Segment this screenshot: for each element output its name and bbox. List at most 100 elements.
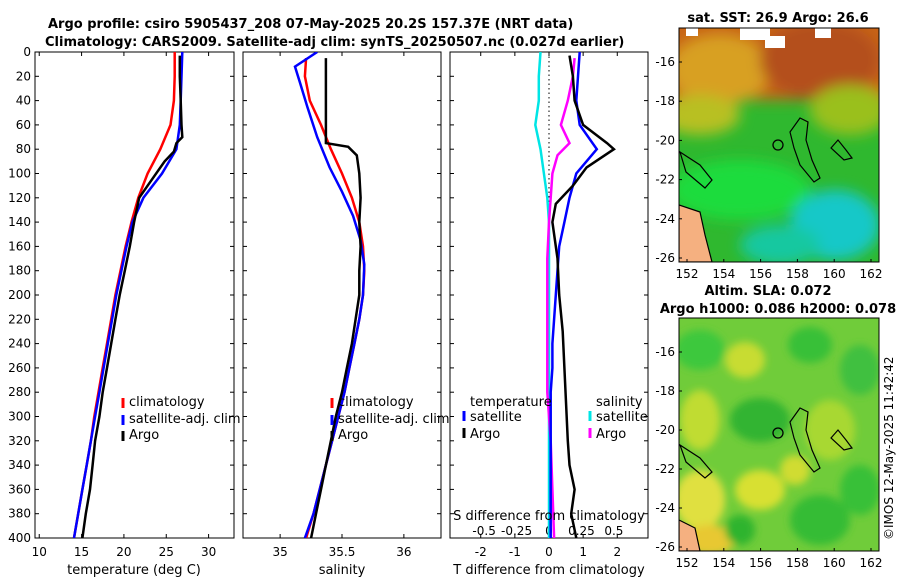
depth-tick-label: 260 <box>8 361 31 375</box>
temperature-legend-argo: Argo <box>129 428 159 443</box>
depth-tick-label: 60 <box>16 118 31 132</box>
depth-axis: 0 20 40 60 80 100 120 140 160 180 200 220 240 260 280 3… <box>8 45 648 545</box>
difference-legend: temperature satellite Argo salinity sate… <box>462 395 648 442</box>
difference-xlabel: T difference from climatology <box>452 563 645 578</box>
temperature-xlabel: temperature (deg C) <box>67 563 201 578</box>
depth-tick-label: 380 <box>8 507 31 521</box>
difference-legend-t-argo: Argo <box>470 427 500 442</box>
sst-reef-contour <box>679 150 713 189</box>
difference-legend-salinity-title: salinity <box>596 395 643 410</box>
salinity-legend-argo: Argo <box>338 428 368 443</box>
sla-field <box>679 327 879 551</box>
map-lon-label: 156 <box>749 556 772 570</box>
sst-cloud-mask <box>765 36 785 48</box>
map-lat-label: -24 <box>655 501 675 515</box>
sla-map <box>679 318 879 551</box>
map-lat-label: -16 <box>655 55 675 69</box>
difference-legend-temperature-title: temperature <box>470 395 552 410</box>
temperature-x-ticks: 10 15 20 25 30 <box>32 52 216 559</box>
temperature-satellite-line <box>72 52 184 538</box>
x-tick-label: -1 <box>509 545 521 559</box>
temperature-legend: climatology satellite-adj. clim Argo <box>121 395 241 443</box>
s-diff-tick-label: -0.5 <box>472 524 495 538</box>
map-lat-label: -18 <box>655 384 675 398</box>
x-tick-label: 0 <box>545 545 553 559</box>
x-tick-label: -2 <box>475 545 487 559</box>
depth-tick-label: 80 <box>16 142 31 156</box>
salinity-x-ticks: 35 35.5 36 <box>272 52 412 559</box>
difference-x2label: S difference from climatology <box>453 509 645 524</box>
map-lat-label: -20 <box>655 423 675 437</box>
depth-tick-label: 360 <box>8 482 31 496</box>
depth-tick-label: 0 <box>23 45 31 59</box>
depth-tick-label: 280 <box>8 385 31 399</box>
sla-land <box>679 519 701 551</box>
difference-s-ticks: -0.5 -0.25 0 0.25 0.5 <box>472 524 623 538</box>
depth-tick-label: 140 <box>8 215 31 229</box>
title-line1: Argo profile: csiro 5905437_208 07-May-2… <box>48 17 573 32</box>
sla-map-ticks: 152 154 156 158 160 162 -16 -18 -20 -22 -24 -26 <box>655 345 882 570</box>
title-line2: Climatology: CARS2009. Satellite-adj cli… <box>45 35 624 50</box>
x-tick-label: 35.5 <box>329 545 356 559</box>
map-lon-label: 158 <box>786 267 809 281</box>
map-lat-label: -26 <box>655 251 675 265</box>
depth-tick-label: 120 <box>8 191 31 205</box>
sla-reef-contour <box>679 443 713 479</box>
sla-map-frame <box>678 317 880 552</box>
x-tick-label: 20 <box>116 545 131 559</box>
map-lon-label: 152 <box>676 267 699 281</box>
map-lat-label: -16 <box>655 345 675 359</box>
temperature-axes <box>34 51 235 539</box>
s-diff-tick-label: -0.25 <box>501 524 532 538</box>
depth-tick-label: 220 <box>8 312 31 326</box>
sst-cloud-mask <box>686 28 698 36</box>
salinity-legend: climatology satellite-adj. clim Argo <box>330 395 450 443</box>
salinity-argo-diff-line <box>546 57 576 538</box>
x-tick-label: 15 <box>74 545 89 559</box>
difference-legend-t-satellite: satellite <box>470 410 522 425</box>
sst-cloud-mask <box>740 28 770 40</box>
depth-tick-label: 200 <box>8 288 31 302</box>
map-lat-label: -26 <box>655 540 675 554</box>
sst-land <box>679 204 713 262</box>
depth-tick-label: 20 <box>16 69 31 83</box>
x-tick-label: 35 <box>272 545 287 559</box>
map-lat-label: -22 <box>655 462 675 476</box>
sst-reef-contour <box>789 117 821 183</box>
map-lon-label: 154 <box>712 267 735 281</box>
salinity-argo-line <box>309 58 362 538</box>
sst-map-title: sat. SST: 26.9 Argo: 26.6 <box>687 11 868 26</box>
salinity-legend-satellite: satellite-adj. clim <box>338 412 450 427</box>
depth-tick-label: 180 <box>8 264 31 278</box>
sla-reef-contour <box>789 407 821 473</box>
x-tick-label: 25 <box>159 545 174 559</box>
map-lat-label: -22 <box>655 173 675 187</box>
map-lon-label: 156 <box>749 267 772 281</box>
s-diff-tick-label: 0.5 <box>604 524 623 538</box>
depth-tick-label: 400 <box>8 531 31 545</box>
sst-argo-position <box>772 139 784 151</box>
depth-tick-label: 340 <box>8 458 31 472</box>
x-tick-label: 10 <box>32 545 47 559</box>
x-tick-label: 30 <box>201 545 216 559</box>
copyright-stamp: ©IMOS 12-May-2025 11:42:42 <box>882 356 896 540</box>
map-lon-label: 162 <box>860 267 883 281</box>
depth-tick-label: 100 <box>8 167 31 181</box>
depth-tick-label: 300 <box>8 410 31 424</box>
temperature-satellite-diff-line <box>549 52 599 538</box>
map-lon-label: 158 <box>786 556 809 570</box>
salinity-axes <box>242 51 442 539</box>
sla-map-title-line1: Altim. SLA: 0.072 <box>705 284 832 299</box>
sst-map-frame <box>678 27 880 263</box>
sla-map-title-line2: Argo h1000: 0.086 h2000: 0.078 <box>660 302 896 317</box>
sst-map-ticks: 152 154 156 158 160 162 -16 -18 -20 -22 -24 -26 <box>655 55 882 281</box>
sla-reef-contour <box>830 429 854 451</box>
x-tick-label: 2 <box>613 545 621 559</box>
difference-legend-s-argo: Argo <box>596 427 626 442</box>
map-lon-label: 162 <box>860 556 883 570</box>
x-tick-label: 36 <box>396 545 411 559</box>
temperature-argo-diff-line <box>551 55 616 538</box>
map-lon-label: 160 <box>823 556 846 570</box>
depth-tick-label: 240 <box>8 337 31 351</box>
